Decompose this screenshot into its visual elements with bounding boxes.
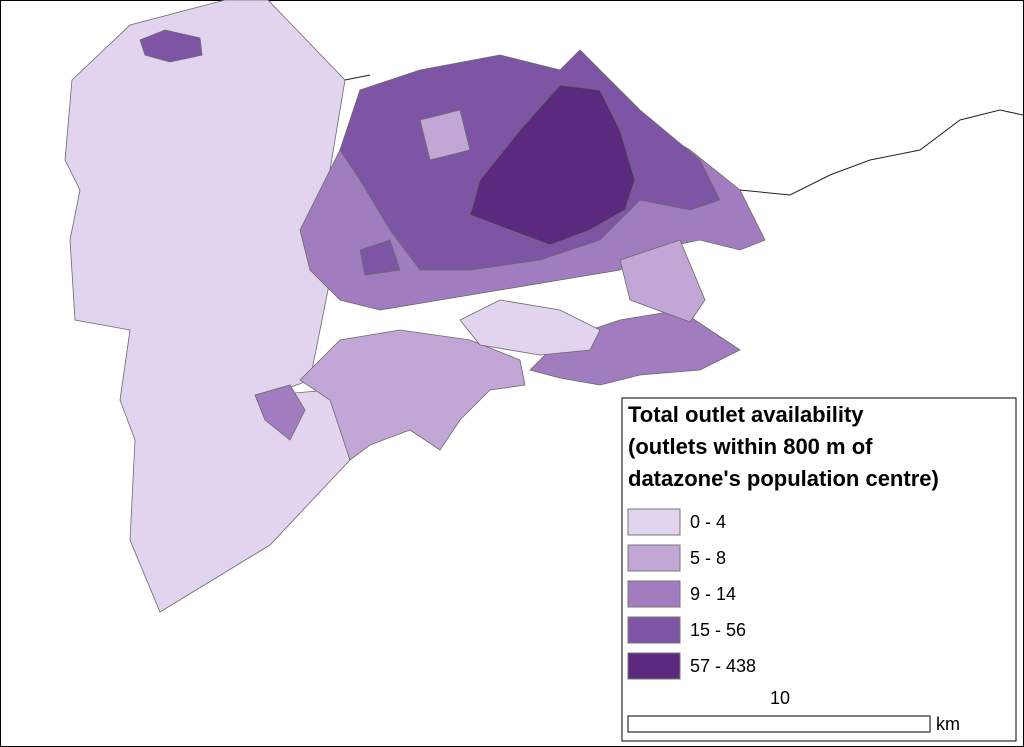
scale-bar	[627, 715, 931, 733]
legend-label: 5 - 8	[690, 548, 726, 568]
legend-label: 9 - 14	[690, 584, 736, 604]
legend-items: 0 - 4 5 - 8 9 - 14 15 - 56 57 - 438	[627, 508, 756, 680]
legend-swatch	[627, 616, 681, 644]
region	[254, 384, 306, 441]
legend-swatch	[627, 580, 681, 608]
legend-swatch	[627, 544, 681, 572]
region	[419, 109, 471, 161]
legend-title: Total outlet availability	[628, 402, 864, 427]
legend-label: 15 - 56	[690, 620, 746, 640]
legend-label: 0 - 4	[690, 512, 726, 532]
region	[139, 29, 203, 63]
region	[64, 0, 351, 613]
legend-swatch	[627, 508, 681, 536]
legend-title: (outlets within 800 m of	[628, 434, 873, 459]
legend-title: datazone's population centre)	[628, 466, 939, 491]
scale-label: 10	[770, 688, 790, 708]
regions	[64, 0, 766, 613]
legend-swatch	[627, 652, 681, 680]
region	[619, 239, 706, 323]
legend: Total outlet availability (outlets withi…	[621, 397, 1017, 742]
region	[299, 329, 526, 461]
coastline	[344, 74, 1024, 196]
region	[359, 239, 401, 276]
region	[469, 84, 636, 246]
legend-label: 57 - 438	[690, 656, 756, 676]
region	[459, 299, 601, 356]
scale-unit: km	[936, 714, 960, 734]
legend-box	[621, 397, 1017, 742]
